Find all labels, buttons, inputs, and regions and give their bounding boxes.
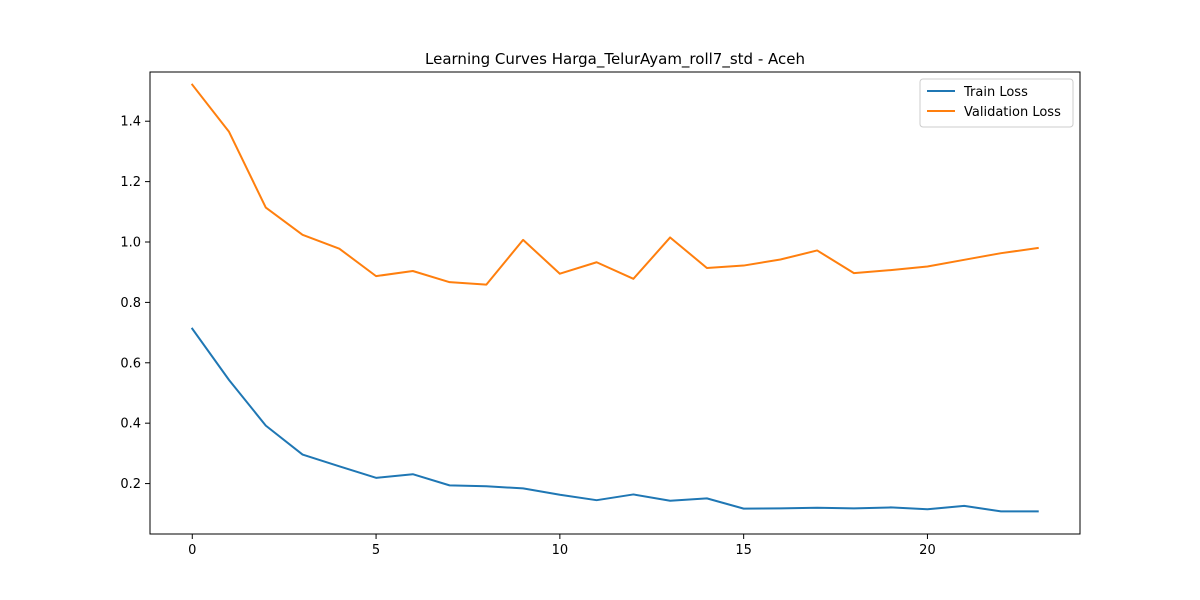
x-tick-label: 5 [372, 543, 380, 558]
legend-box [919, 78, 1074, 128]
x-tick-label: 0 [188, 543, 196, 558]
y-tick-label: 1.2 [120, 175, 141, 190]
y-tick-label: 0.2 [120, 477, 141, 492]
y-tick-label: 1.4 [120, 115, 141, 130]
plot-lines [190, 83, 1039, 513]
series-line-validation-loss [190, 83, 1039, 286]
x-tick-label: 20 [919, 543, 936, 558]
x-tick-label: 10 [552, 543, 569, 558]
y-axis: 0.2 0.4 0.6 0.8 1.0 1.2 1.4 [120, 115, 150, 492]
x-tick-label: 15 [735, 543, 752, 558]
y-tick-label: 0.6 [120, 356, 141, 371]
chart-title: Learning Curves Harga_TelurAyam_roll7_st… [425, 50, 805, 69]
y-tick-label: 0.4 [120, 417, 141, 432]
legend-label-validation-loss: Validation Loss [964, 105, 1061, 120]
series-line-train-loss [190, 327, 1039, 513]
y-tick-label: 0.8 [120, 296, 141, 311]
x-axis: 0 5 10 15 20 [188, 534, 936, 558]
legend: Train Loss Validation Loss [919, 78, 1074, 128]
y-tick-label: 1.0 [120, 236, 141, 251]
legend-label-train-loss: Train Loss [963, 85, 1028, 100]
plot-frame [149, 71, 1081, 535]
